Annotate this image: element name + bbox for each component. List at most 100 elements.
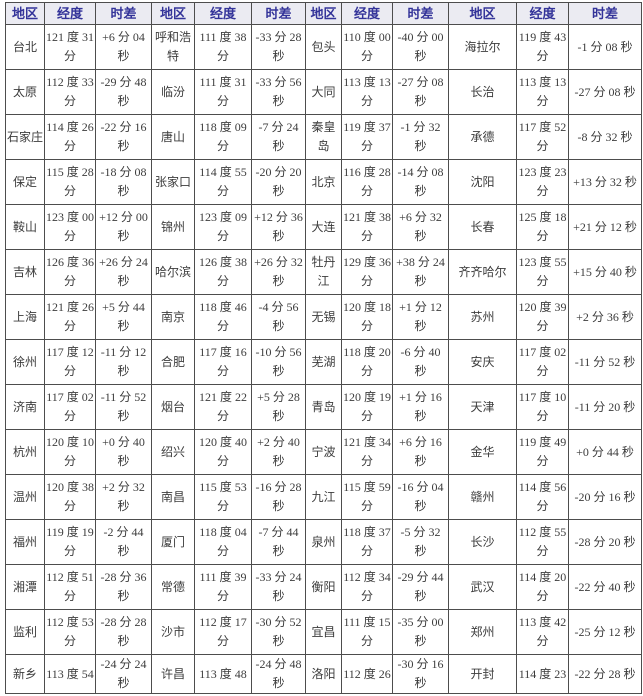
- timediff-cell: +12 分 36 秒: [251, 204, 306, 250]
- column-header-region: 地区: [305, 2, 342, 25]
- region-cell: 湘潭: [5, 564, 45, 610]
- timediff-cell: +2 分 40 秒: [251, 429, 306, 475]
- region-cell: 长治: [448, 69, 517, 115]
- column-header-region: 地区: [151, 2, 195, 25]
- timediff-cell: -29 分 48 秒: [95, 69, 152, 115]
- timediff-cell: -30 分 52 秒: [251, 609, 306, 655]
- region-cell: 郑州: [448, 609, 517, 655]
- column-header-region: 地区: [448, 2, 517, 25]
- longitude-cell: 112 度 33 分: [44, 69, 96, 115]
- longitude-cell: 111 度 31 分: [194, 69, 252, 115]
- longitude-cell: 114 度 26 分: [44, 114, 96, 160]
- longitude-cell: 111 度 38 分: [194, 24, 252, 70]
- longitude-cell: 121 度 31 分: [44, 24, 96, 70]
- table-row: 福州 119 度 19 分 -2 分 44 秒厦门 118 度 04 分 -7 分 44…: [5, 519, 642, 565]
- longitude-cell: 119 度 49 分: [516, 429, 569, 475]
- longitude-cell: 117 度 12 分: [44, 339, 96, 385]
- region-cell: 牡丹 江: [305, 249, 342, 295]
- table-row: 太原 112 度 33 分 -29 分 48 秒临汾 111 度 31 分 -33 分 …: [5, 69, 642, 115]
- region-cell: 青岛: [305, 384, 342, 430]
- region-cell: 大连: [305, 204, 342, 250]
- region-cell: 锦州: [151, 204, 195, 250]
- timediff-cell: +6 分 32 秒: [392, 204, 449, 250]
- region-cell: 海拉尔: [448, 24, 517, 70]
- table-row: 监利 112 度 53 分 -28 分 28 秒沙市 112 度 17 分 -30 分 …: [5, 609, 642, 655]
- timediff-cell: -24 分 48 秒: [251, 654, 306, 694]
- timediff-cell: -33 分 28 秒: [251, 24, 306, 70]
- timediff-cell: -28 分 28 秒: [95, 609, 152, 655]
- longitude-cell: 118 度 46 分: [194, 294, 252, 340]
- region-cell: 长沙: [448, 519, 517, 565]
- table-row: 保定 115 度 28 分 -18 分 08 秒张家口 114 度 55 分 -20 分…: [5, 159, 642, 205]
- timediff-cell: -18 分 08 秒: [95, 159, 152, 205]
- timediff-cell: -2 分 44 秒: [95, 519, 152, 565]
- longitude-cell: 115 度 59 分: [341, 474, 393, 520]
- column-header-longitude: 经度: [194, 2, 252, 25]
- region-cell: 泉州: [305, 519, 342, 565]
- table-header: 地区 经度 时差 地区 经度 时差 地区 经度 时差 地区 经度 时差: [5, 2, 642, 25]
- timediff-cell: -24 分 24 秒: [95, 654, 152, 694]
- longitude-cell: 110 度 00 分: [341, 24, 393, 70]
- region-cell: 金华: [448, 429, 517, 475]
- region-cell: 北京: [305, 159, 342, 205]
- region-cell: 南京: [151, 294, 195, 340]
- timediff-cell: +12 分 00 秒: [95, 204, 152, 250]
- longitude-cell: 120 度 38 分: [44, 474, 96, 520]
- longitude-cell: 123 度 00 分: [44, 204, 96, 250]
- timediff-cell: -7 分 24 秒: [251, 114, 306, 160]
- longitude-cell: 113 度 48: [194, 654, 252, 694]
- timediff-cell: +15 分 40 秒: [568, 249, 642, 295]
- longitude-cell: 121 度 34 分: [341, 429, 393, 475]
- timediff-cell: -11 分 52 秒: [568, 339, 642, 385]
- longitude-cell: 117 度 16 分: [194, 339, 252, 385]
- longitude-cell: 123 度 23 分: [516, 159, 569, 205]
- table-row: 温州 120 度 38 分 +2 分 32 秒南昌 115 度 53 分 -16 分 2…: [5, 474, 642, 520]
- longitude-cell: 116 度 28 分: [341, 159, 393, 205]
- timediff-cell: +26 分 32 秒: [251, 249, 306, 295]
- longitude-cell: 117 度 52 分: [516, 114, 569, 160]
- region-cell: 唐山: [151, 114, 195, 160]
- longitude-cell: 121 度 22 分: [194, 384, 252, 430]
- timediff-cell: -8 分 32 秒: [568, 114, 642, 160]
- region-cell: 呼和浩 特: [151, 24, 195, 70]
- longitude-cell: 112 度 55 分: [516, 519, 569, 565]
- region-cell: 宜昌: [305, 609, 342, 655]
- region-cell: 绍兴: [151, 429, 195, 475]
- column-header-timediff: 时差: [392, 2, 449, 25]
- column-header-timediff: 时差: [95, 2, 152, 25]
- table-row: 新乡 113 度 54 -24 分 24 秒许昌 113 度 48 -24 分 48 秒…: [5, 654, 642, 694]
- longitude-cell: 111 度 39 分: [194, 564, 252, 610]
- timediff-cell: +6 分 16 秒: [392, 429, 449, 475]
- longitude-cell: 126 度 36 分: [44, 249, 96, 295]
- longitude-cell: 119 度 43 分: [516, 24, 569, 70]
- timediff-cell: -29 分 44 秒: [392, 564, 449, 610]
- longitude-cell: 113 度 13 分: [516, 69, 569, 115]
- timediff-cell: +0 分 44 秒: [568, 429, 642, 475]
- timediff-cell: -5 分 32 秒: [392, 519, 449, 565]
- region-cell: 洛阳: [305, 654, 342, 694]
- region-cell: 石家庄: [5, 114, 45, 160]
- region-cell: 衡阳: [305, 564, 342, 610]
- longitude-cell: 112 度 17 分: [194, 609, 252, 655]
- region-cell: 许昌: [151, 654, 195, 694]
- timediff-cell: -33 分 24 秒: [251, 564, 306, 610]
- timediff-cell: -28 分 20 秒: [568, 519, 642, 565]
- region-cell: 临汾: [151, 69, 195, 115]
- region-cell: 赣州: [448, 474, 517, 520]
- region-cell: 南昌: [151, 474, 195, 520]
- region-cell: 开封: [448, 654, 517, 694]
- longitude-cell: 129 度 36 分: [341, 249, 393, 295]
- region-cell: 济南: [5, 384, 45, 430]
- longitude-cell: 123 度 09 分: [194, 204, 252, 250]
- region-cell: 太原: [5, 69, 45, 115]
- table-row: 上海 121 度 26 分 +5 分 44 秒南京 118 度 46 分 -4 分 56…: [5, 294, 642, 340]
- column-header-region: 地区: [5, 2, 45, 25]
- longitude-cell: 118 度 09 分: [194, 114, 252, 160]
- longitude-cell: 118 度 37 分: [341, 519, 393, 565]
- timediff-cell: +6 分 04 秒: [95, 24, 152, 70]
- timediff-cell: +21 分 12 秒: [568, 204, 642, 250]
- longitude-cell: 120 度 40 分: [194, 429, 252, 475]
- longitude-cell: 113 度 54: [44, 654, 96, 694]
- longitude-cell: 117 度 02 分: [516, 339, 569, 385]
- region-cell: 大同: [305, 69, 342, 115]
